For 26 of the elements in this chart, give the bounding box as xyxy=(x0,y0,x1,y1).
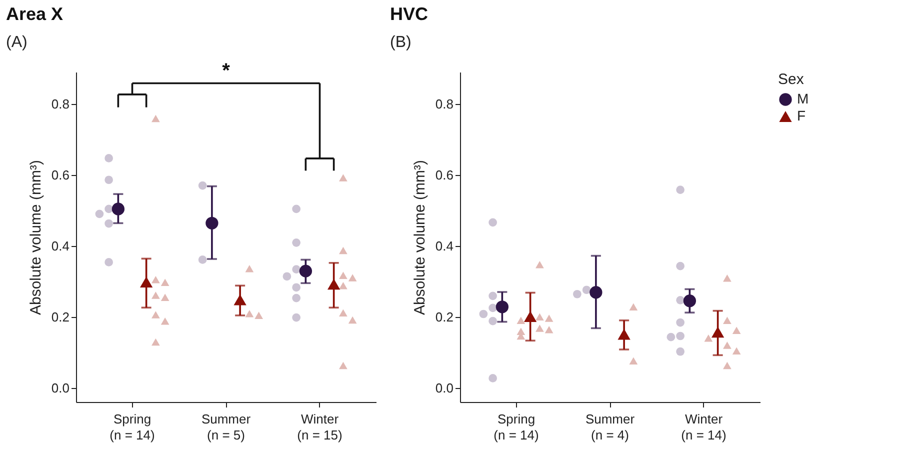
y-tick-label: 0.2 xyxy=(435,309,454,324)
y-tick-label: 0.6 xyxy=(435,167,454,182)
x-tick-label: Spring (n = 14) xyxy=(494,412,539,442)
y-tick-label: 0.2 xyxy=(51,309,70,324)
y-tick-label: 0.8 xyxy=(51,96,70,112)
legend-title: Sex xyxy=(778,71,804,88)
x-tick-label: Winter (n = 15) xyxy=(297,412,342,442)
x-tick-label: Spring (n = 14) xyxy=(110,412,155,442)
text: (A) xyxy=(6,34,28,51)
y-tick-label: 0.6 xyxy=(51,167,70,182)
y-axis-title: Absolute volume (mm³) xyxy=(411,160,428,316)
y-tick-label: 0.8 xyxy=(435,96,454,112)
x-tick-label: Winter (n = 14) xyxy=(681,412,726,442)
x-tick-label: Summer (n = 4) xyxy=(585,412,636,442)
y-tick-label: 0.4 xyxy=(51,238,70,254)
x-tick-label: Summer (n = 5) xyxy=(201,412,252,442)
legend-label: F xyxy=(797,108,806,124)
chart-title: Area X xyxy=(6,4,64,24)
text: (B) xyxy=(390,34,412,51)
y-tick-label: 0.0 xyxy=(435,380,454,396)
y-axis-title: Absolute volume (mm³) xyxy=(27,160,44,316)
y-tick-label: 0.0 xyxy=(51,380,70,396)
chart-title: HVC xyxy=(390,4,428,24)
annotation: * xyxy=(222,60,230,82)
legend-label: M xyxy=(797,90,809,106)
y-tick-label: 0.4 xyxy=(435,238,454,254)
